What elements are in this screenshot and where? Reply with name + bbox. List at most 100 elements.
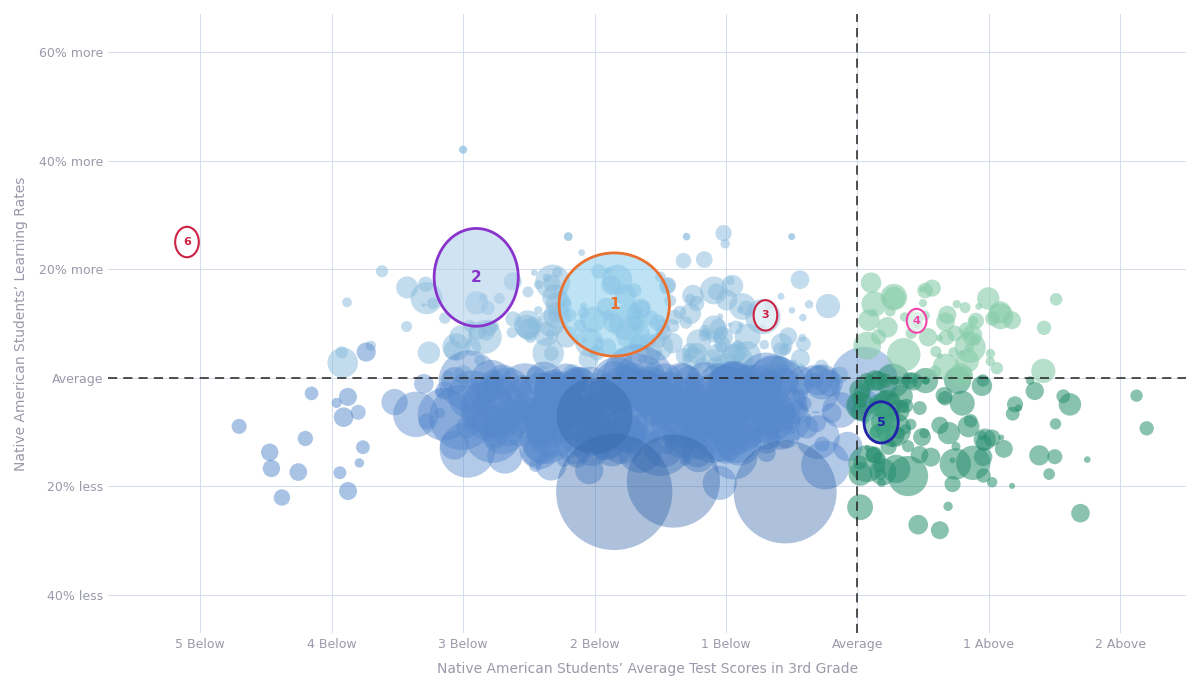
Point (654, 414, 673, 425)
Point (713, 339, 732, 350)
Point (610, 393, 629, 404)
Point (731, 375, 750, 386)
Point (684, 412, 703, 423)
Point (671, 407, 690, 418)
Point (536, 376, 556, 387)
Point (737, 375, 756, 386)
Point (721, 275, 740, 286)
Point (754, 311, 773, 322)
Point (328, 397, 347, 408)
Point (642, 313, 661, 324)
Point (791, 362, 810, 373)
Point (554, 455, 574, 466)
Point (397, 282, 416, 293)
Point (547, 413, 566, 424)
Point (716, 446, 736, 457)
Point (684, 353, 703, 364)
Point (851, 395, 870, 406)
Point (538, 414, 557, 425)
Point (682, 425, 701, 436)
Point (690, 426, 709, 437)
Point (881, 306, 900, 317)
Point (582, 435, 601, 446)
Point (1020, 375, 1039, 386)
Point (709, 375, 728, 386)
Point (991, 307, 1010, 318)
Text: 6: 6 (184, 237, 191, 247)
Point (670, 307, 689, 318)
Point (956, 330, 976, 341)
Point (640, 384, 659, 395)
Point (592, 447, 611, 458)
Point (458, 444, 478, 455)
Point (938, 501, 958, 512)
Point (923, 282, 942, 293)
Point (1054, 391, 1073, 402)
Point (604, 317, 623, 328)
Point (617, 405, 636, 416)
Point (780, 417, 799, 428)
Point (724, 451, 743, 462)
Point (574, 307, 593, 318)
Point (793, 312, 812, 323)
Point (695, 375, 714, 386)
Point (541, 348, 560, 359)
Point (763, 387, 782, 398)
Point (676, 455, 695, 466)
Point (936, 362, 955, 373)
Point (686, 298, 706, 309)
Point (460, 320, 479, 331)
Point (493, 427, 512, 438)
Point (607, 274, 626, 285)
Point (655, 406, 674, 417)
Point (356, 346, 376, 357)
Point (485, 408, 504, 419)
Point (884, 431, 904, 442)
Point (695, 254, 714, 265)
Point (737, 303, 756, 314)
Point (725, 388, 744, 400)
Point (493, 375, 512, 386)
Point (622, 361, 641, 372)
Point (338, 391, 358, 402)
Point (991, 432, 1010, 443)
Point (899, 441, 918, 452)
Point (457, 422, 476, 433)
Point (935, 390, 954, 401)
Point (856, 415, 875, 426)
Point (678, 397, 697, 408)
Point (943, 478, 962, 489)
Point (745, 385, 764, 396)
Point (628, 375, 647, 386)
Point (289, 466, 308, 477)
Point (881, 402, 900, 413)
Point (334, 412, 353, 423)
Point (1127, 390, 1146, 401)
Point (624, 375, 643, 386)
Point (916, 310, 935, 321)
Point (731, 411, 750, 422)
Point (532, 411, 551, 422)
Point (772, 344, 791, 355)
Point (511, 424, 530, 435)
Point (962, 330, 982, 341)
Point (708, 389, 727, 400)
Point (883, 393, 902, 404)
Point (812, 439, 832, 450)
Point (710, 477, 730, 489)
Point (1002, 480, 1021, 491)
Point (523, 317, 542, 328)
Point (659, 390, 678, 401)
Point (462, 319, 481, 330)
Point (443, 333, 462, 344)
Point (516, 384, 535, 395)
Point (869, 375, 888, 386)
Point (446, 342, 466, 353)
Point (631, 304, 650, 315)
Point (445, 440, 464, 451)
Point (556, 397, 575, 408)
Point (925, 366, 944, 377)
Point (720, 421, 739, 432)
Point (330, 467, 349, 478)
Point (744, 396, 763, 407)
